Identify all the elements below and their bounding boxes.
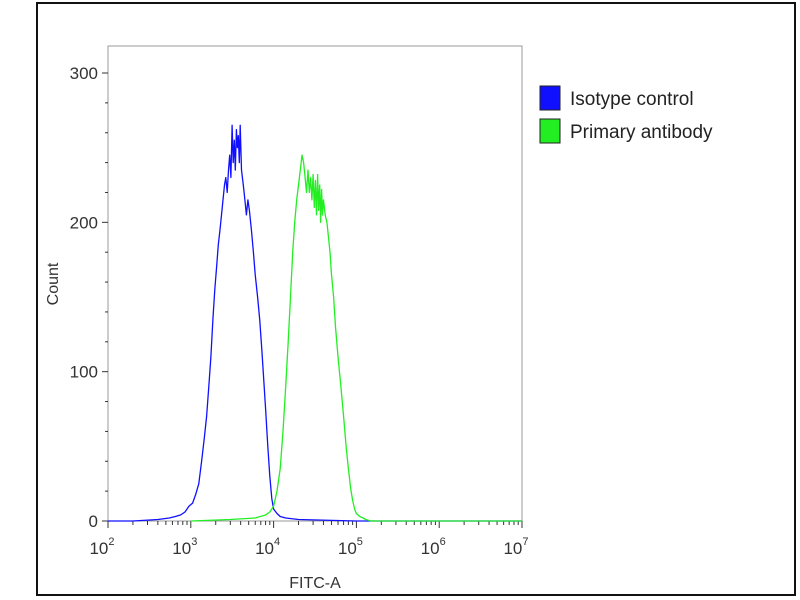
y-axis-label: Count — [45, 262, 62, 305]
series-line-primary-antibody — [190, 154, 522, 522]
y-tick-label: 200 — [70, 213, 98, 232]
x-tick-label: 102 — [89, 536, 114, 558]
series-line-isotype-control — [108, 124, 522, 522]
x-tick-exponent: 7 — [522, 536, 528, 548]
x-tick-label: 104 — [255, 536, 280, 558]
x-tick-label: 106 — [421, 536, 446, 558]
x-ticks-group: 102 103 104 105 106 107 — [89, 521, 529, 558]
legend-swatch — [539, 118, 561, 144]
x-tick-exponent: 3 — [191, 536, 197, 548]
series-layer — [108, 124, 522, 522]
y-ticks-group: 0 100 200 300 — [70, 64, 108, 531]
legend-label: Primary antibody — [570, 122, 713, 143]
x-tick-label: 107 — [503, 536, 528, 558]
legend-swatch — [539, 85, 561, 111]
y-tick-label: 300 — [70, 64, 98, 83]
y-tick-label: 100 — [70, 363, 98, 382]
chart-frame: 0 100 200 300 102 103 104 105 106 107 FITC-A Cou… — [36, 2, 796, 596]
x-tick-label: 105 — [338, 536, 363, 558]
x-tick-label: 103 — [172, 536, 197, 558]
plot-area-border — [107, 45, 523, 522]
x-tick-exponent: 6 — [440, 536, 446, 548]
chart-svg: 0 100 200 300 102 103 104 105 106 107 FITC-A Cou… — [45, 45, 713, 592]
x-tick-exponent: 4 — [274, 536, 280, 548]
x-tick-exponent: 5 — [357, 536, 363, 548]
x-tick-exponent: 2 — [108, 536, 114, 548]
y-tick-label: 0 — [89, 512, 98, 531]
legend-label: Isotype control — [570, 89, 694, 110]
legend: Isotype control Primary antibody — [539, 85, 713, 144]
x-axis-label: FITC-A — [289, 575, 341, 592]
